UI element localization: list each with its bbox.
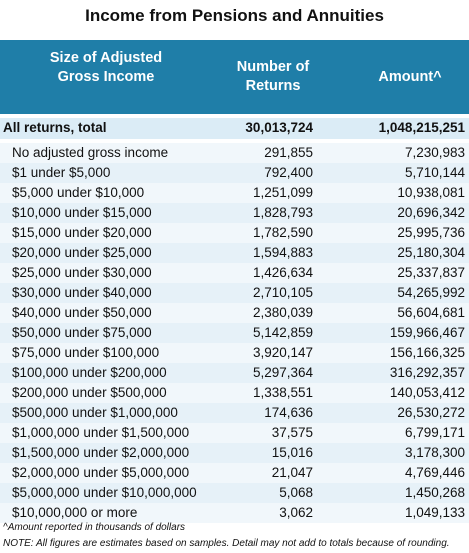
table-row: $40,000 under $50,000 2,380,039 56,604,681 xyxy=(0,303,469,323)
table-body: All returns, total 30,013,724 1,048,215,25… xyxy=(0,118,469,523)
table-cell: 1,426,634 xyxy=(252,265,313,280)
table-cell: $25,000 under $30,000 xyxy=(12,265,152,280)
table-cell: $10,000,000 or more xyxy=(12,505,138,520)
table-cell: $1,500,000 under $2,000,000 xyxy=(12,445,190,460)
header-cell: Number of Returns xyxy=(236,59,310,94)
table-cell: 1,782,590 xyxy=(252,225,313,240)
table-row: $1 under $5,000 792,400 5,710,144 xyxy=(0,163,469,183)
table-cell: 3,178,300 xyxy=(404,445,465,460)
header-cell: Size of Adjusted Gross Income xyxy=(49,50,163,85)
table-cell: 20,696,342 xyxy=(397,205,465,220)
table-cell: 1,450,268 xyxy=(404,485,465,500)
table-cell: $5,000 under $10,000 xyxy=(12,185,145,200)
table-cell: 54,265,992 xyxy=(397,285,465,300)
table-cell: $100,000 under $200,000 xyxy=(12,365,167,380)
table-cell: 37,575 xyxy=(271,425,313,440)
table-row: $500,000 under $1,000,000 174,636 26,530,2… xyxy=(0,403,469,423)
table-cell: 2,380,039 xyxy=(252,305,313,320)
table-row: $1,000,000 under $1,500,000 37,575 6,799,1… xyxy=(0,423,469,443)
table-cell: $5,000,000 under $10,000,000 xyxy=(12,485,197,500)
table-cell: 1,049,133 xyxy=(404,505,465,520)
table-cell: 2,710,105 xyxy=(252,285,313,300)
table-row: $15,000 under $20,000 1,782,590 25,995,736 xyxy=(0,223,469,243)
table-cell: 156,166,325 xyxy=(389,345,465,360)
footnote: ^Amount reported in thousands of dollars xyxy=(3,522,186,533)
table-cell: 3,062 xyxy=(279,505,313,520)
table-cell: $1 under $5,000 xyxy=(12,165,111,180)
table-row: $10,000,000 or more 3,062 1,049,133 xyxy=(0,503,469,523)
table-row: $5,000,000 under $10,000,000 5,068 1,450,2… xyxy=(0,483,469,503)
table-cell: 1,594,883 xyxy=(252,245,313,260)
table-cell: 7,230,983 xyxy=(404,145,465,160)
table-row: $30,000 under $40,000 2,710,105 54,265,992 xyxy=(0,283,469,303)
table-cell: 10,938,081 xyxy=(397,185,465,200)
table-row: $25,000 under $30,000 1,426,634 25,337,837 xyxy=(0,263,469,283)
table-cell: $10,000 under $15,000 xyxy=(12,205,152,220)
table-row: $75,000 under $100,000 3,920,147 156,166,3… xyxy=(0,343,469,363)
table-row: $2,000,000 under $5,000,000 21,047 4,769,4… xyxy=(0,463,469,483)
table-cell: 56,604,681 xyxy=(397,305,465,320)
header-cell: Amount^ xyxy=(378,69,442,85)
table-cell: $20,000 under $25,000 xyxy=(12,245,152,260)
table-cell: 291,855 xyxy=(264,145,313,160)
table-cell: 1,251,099 xyxy=(252,185,313,200)
table-cell: 5,068 xyxy=(279,485,313,500)
table-cell: $40,000 under $50,000 xyxy=(12,305,152,320)
table-cell: 26,530,272 xyxy=(397,405,465,420)
table-cell: 25,995,736 xyxy=(397,225,465,240)
table-cell: 6,799,171 xyxy=(404,425,465,440)
table-cell: 316,292,357 xyxy=(389,365,465,380)
table-cell: 4,769,446 xyxy=(404,465,465,480)
table-row: $100,000 under $200,000 5,297,364 316,292,… xyxy=(0,363,469,383)
table-cell: $200,000 under $500,000 xyxy=(12,385,167,400)
table-cell: 5,297,364 xyxy=(252,365,313,380)
table-cell: $1,000,000 under $1,500,000 xyxy=(12,425,190,440)
title: Income from Pensions and Annuities xyxy=(85,6,384,25)
table-cell: All returns, total xyxy=(3,120,107,135)
table-cell: 1,828,793 xyxy=(252,205,313,220)
table-cell: 1,338,551 xyxy=(252,385,313,400)
table-row: $200,000 under $500,000 1,338,551 140,053,… xyxy=(0,383,469,403)
table-cell: 1,048,215,251 xyxy=(378,120,465,135)
footnote: NOTE: All figures are estimates based on… xyxy=(3,538,450,549)
table-cell: 30,013,724 xyxy=(245,120,313,135)
table-row: $5,000 under $10,000 1,251,099 10,938,081 xyxy=(0,183,469,203)
table-cell: 3,920,147 xyxy=(252,345,313,360)
table-cell: No adjusted gross income xyxy=(12,145,169,160)
table-cell: $500,000 under $1,000,000 xyxy=(12,405,178,420)
table-header: Size of Adjusted Gross Income Number of … xyxy=(0,40,469,114)
table-cell: 159,966,467 xyxy=(389,325,465,340)
table-row: $50,000 under $75,000 5,142,859 159,966,46… xyxy=(0,323,469,343)
table-cell: 25,180,304 xyxy=(397,245,465,260)
table-cell: $30,000 under $40,000 xyxy=(12,285,152,300)
table-row: No adjusted gross income 291,855 7,230,983 xyxy=(0,143,469,163)
table-cell: 25,337,837 xyxy=(397,265,465,280)
table-cell: $15,000 under $20,000 xyxy=(12,225,152,240)
table-row: $1,500,000 under $2,000,000 15,016 3,178,3… xyxy=(0,443,469,463)
table-row: $20,000 under $25,000 1,594,883 25,180,304 xyxy=(0,243,469,263)
table-cell: 15,016 xyxy=(271,445,313,460)
table-cell: 792,400 xyxy=(264,165,313,180)
table-cell: $75,000 under $100,000 xyxy=(12,345,160,360)
table-cell: 5,142,859 xyxy=(252,325,313,340)
table-row: All returns, total 30,013,724 1,048,215,25… xyxy=(0,118,469,139)
table-cell: 5,710,144 xyxy=(404,165,465,180)
table-cell: 174,636 xyxy=(264,405,313,420)
table-cell: $50,000 under $75,000 xyxy=(12,325,152,340)
table-row: $10,000 under $15,000 1,828,793 20,696,342 xyxy=(0,203,469,223)
table-cell: $2,000,000 under $5,000,000 xyxy=(12,465,190,480)
table-cell: 21,047 xyxy=(271,465,313,480)
table-cell: 140,053,412 xyxy=(389,385,465,400)
